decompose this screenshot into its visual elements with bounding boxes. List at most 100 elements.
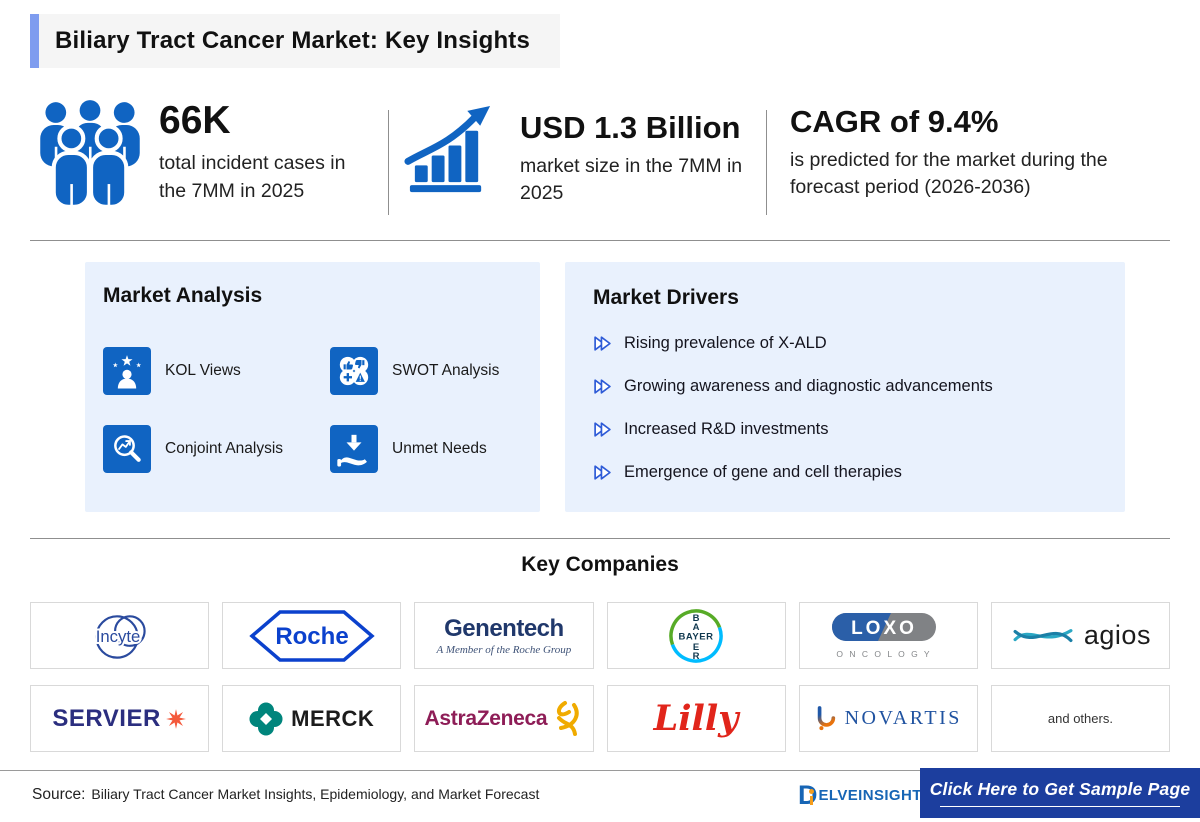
people-group-icon [40,100,140,209]
svg-text:A: A [693,622,700,633]
analysis-item-label: KOL Views [165,362,241,379]
driver-item: Increased R&D investments [593,420,1125,439]
company-card-roche: Roche [222,602,402,669]
company-card-loxo: LOXO O N C O L O G Y [798,602,978,669]
driver-item: Emergence of gene and cell therapies [593,463,1125,482]
section-divider [30,240,1170,241]
driver-text: Emergence of gene and cell therapies [624,463,902,481]
delveinsight-logo: D ELVEINSIGHT [798,782,922,809]
svg-text:O N C O L O G Y: O N C O L O G Y [837,649,932,659]
sample-page-button-label: Click Here to Get Sample Page [929,779,1191,799]
stat-value: 66K [159,99,231,142]
market-drivers-panel: Market Drivers Rising prevalence of X-AL… [565,262,1125,512]
stat-market-size: USD 1.3 Billion market size in the 7MM i… [402,104,755,208]
analysis-grid: KOL Views [85,332,540,488]
merck-logo: MERCK [249,701,374,736]
svg-text:Incyte: Incyte [95,626,140,645]
servier-star-icon [165,708,186,729]
company-card-incyte: Incyte [30,602,210,669]
stat-divider [766,110,767,215]
driver-text: Rising prevalence of X-ALD [624,334,827,352]
company-card-bayer: BAYER B A E R [606,602,786,669]
stat-divider [388,110,389,215]
others-label: and others. [1047,711,1113,726]
sample-page-button[interactable]: Click Here to Get Sample Page [920,768,1200,818]
astrazeneca-logo: AstraZeneca [425,699,584,739]
conjoint-analysis-icon [103,425,151,473]
analysis-item-conjoint: Conjoint Analysis [103,425,330,473]
company-card-others: and others. [990,685,1170,752]
stat-description: total incident cases in the 7MM in 2025 [159,151,346,202]
delveinsight-d-mark: D [798,780,818,810]
driver-item: Rising prevalence of X-ALD [593,334,1125,353]
button-underline [940,806,1180,807]
swot-analysis-icon [330,347,378,395]
company-logo-grid: Incyte Roche Genentech A Member of the R… [30,602,1170,752]
double-chevron-icon [594,379,611,394]
page-title: Biliary Tract Cancer Market: Key Insight… [39,14,561,68]
servier-logo: SERVIER [52,705,186,733]
svg-text:Roche: Roche [275,623,348,650]
key-companies-heading: Key Companies [521,553,679,576]
svg-text:BAYER: BAYER [679,631,714,642]
bayer-logo: BAYER B A E R [669,608,723,663]
source-label: Source: [32,786,86,803]
kol-views-icon [103,347,151,395]
company-card-genentech: Genentech A Member of the Roche Group [414,602,594,669]
driver-text: Growing awareness and diagnostic advance… [624,377,993,395]
lilly-logo: Lilly [653,698,739,739]
novartis-flame-icon [817,705,835,730]
svg-text:E: E [693,642,699,653]
logo-orange-bar [810,796,813,805]
svg-text:B: B [693,613,700,624]
analysis-item-label: SWOT Analysis [392,362,500,379]
company-card-novartis: NOVARTIS [798,685,978,752]
company-card-merck: MERCK [222,685,402,752]
genentech-logo: Genentech A Member of the Roche Group [436,615,572,656]
company-card-servier: SERVIER [30,685,210,752]
svg-text:LOXO: LOXO [851,618,917,639]
analysis-item-label: Conjoint Analysis [165,440,284,457]
driver-item: Growing awareness and diagnostic advance… [593,377,1125,396]
panel-title: Market Drivers [593,286,739,309]
panel-title: Market Analysis [103,284,263,307]
driver-list: Rising prevalence of X-ALD Growing aware… [593,334,1125,482]
analysis-item-label: Unmet Needs [392,440,487,457]
footer-divider [0,770,1200,771]
stat-description: market size in the 7MM in 2025 [520,154,743,205]
company-card-lilly: Lilly [606,685,786,752]
agios-logo: agios [1010,618,1151,654]
logo-orange-dot [809,789,814,794]
merck-mark-icon [249,701,283,736]
market-analysis-panel: Market Analysis KOL Views [85,262,540,512]
analysis-item-unmet-needs: Unmet Needs [330,425,526,473]
source-text: Biliary Tract Cancer Market Insights, Ep… [91,786,540,802]
stat-description: is predicted for the market during the f… [790,148,1108,199]
stat-value: CAGR of 9.4% [790,104,999,139]
unmet-needs-icon [330,425,378,473]
delveinsight-wordmark: ELVEINSIGHT [818,787,922,804]
analysis-item-kol-views: KOL Views [103,347,330,395]
incyte-logo: Incyte [93,614,146,659]
section-divider [30,538,1170,539]
stat-incidence: 66K total incident cases in the 7MM in 2… [33,97,377,211]
double-chevron-icon [594,422,611,437]
header-title-bar: Biliary Tract Cancer Market: Key Insight… [30,14,561,68]
astrazeneca-swirl-icon [557,700,579,736]
analysis-item-swot: SWOT Analysis [330,347,526,395]
company-card-agios: agios [990,602,1170,669]
double-chevron-icon [594,465,611,480]
double-chevron-icon [594,336,611,351]
svg-text:R: R [693,651,700,662]
agios-wave-icon [1013,628,1073,642]
growth-chart-icon [404,105,491,193]
novartis-logo: NOVARTIS [815,704,962,734]
title-accent-bar [30,14,39,68]
roche-logo: Roche [249,609,375,662]
stat-cagr: CAGR of 9.4% is predicted for the market… [790,104,1125,202]
loxo-logo: LOXO O N C O L O G Y [832,612,937,659]
company-card-astrazeneca: AstraZeneca [414,685,594,752]
source: Source: Biliary Tract Cancer Market Insi… [32,786,539,804]
stat-value: USD 1.3 Billion [520,110,741,145]
